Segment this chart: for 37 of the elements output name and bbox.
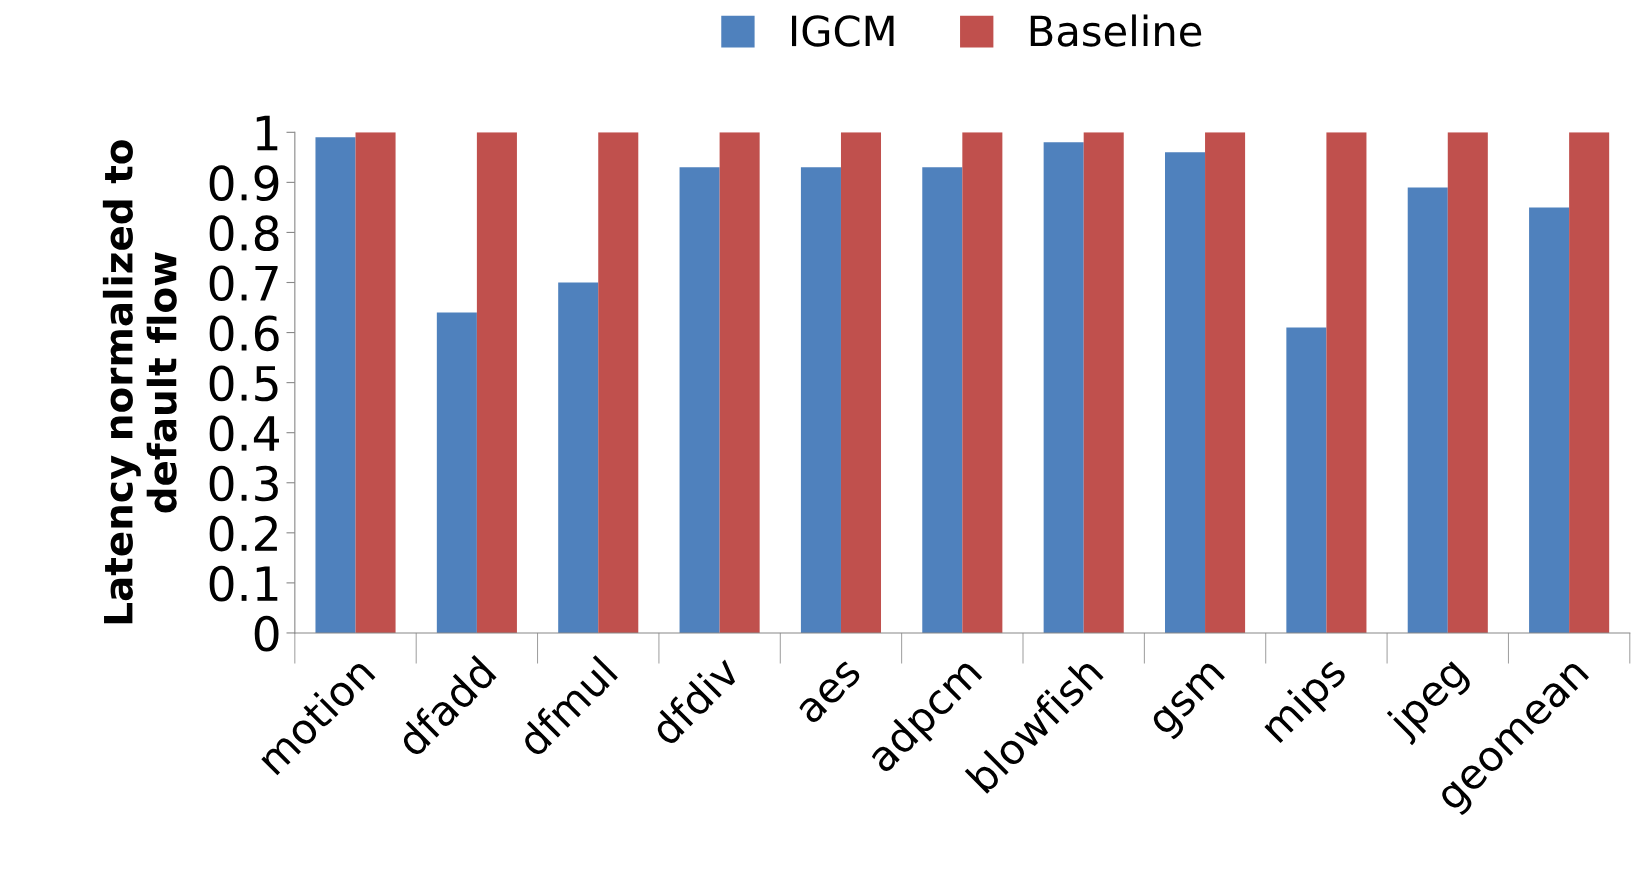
bar <box>476 132 517 633</box>
y-tick-label: 0.5 <box>209 365 278 402</box>
bar <box>679 167 720 633</box>
y-tick-label: 0.9 <box>209 165 279 201</box>
y-tick-label: 0 <box>254 615 279 652</box>
bar <box>922 167 963 633</box>
legend-label: IGCM <box>792 15 894 47</box>
bar <box>1286 327 1327 633</box>
bar <box>1205 132 1246 633</box>
y-tick-label: 0.2 <box>209 515 277 552</box>
bar <box>436 312 477 633</box>
y-tick-label: 0.3 <box>209 465 278 502</box>
y-tick-label: 0.7 <box>209 265 278 302</box>
bar <box>962 132 1003 633</box>
bar <box>1326 132 1367 633</box>
bar <box>558 282 599 633</box>
bar <box>598 132 639 633</box>
bar <box>1569 132 1610 633</box>
y-tick-label: 0.1 <box>209 565 278 602</box>
bar <box>1407 187 1448 633</box>
bar <box>1043 142 1084 633</box>
y-tick-label: 1 <box>256 115 278 151</box>
legend-label: Baseline <box>1030 14 1202 47</box>
x-tick-label: aes <box>797 659 863 725</box>
bar <box>1529 207 1570 633</box>
bar <box>1447 132 1488 633</box>
y-tick-label: 0.6 <box>209 315 279 352</box>
y-tick-label: 0.8 <box>209 215 279 252</box>
bar <box>355 132 396 633</box>
bar <box>840 132 882 633</box>
bar <box>800 167 841 633</box>
y-tick-label: 0.4 <box>209 415 279 452</box>
bar <box>1165 152 1206 633</box>
y-axis-title: Latency normalized to default flow <box>102 140 177 624</box>
bar <box>719 132 760 633</box>
bar <box>315 137 356 633</box>
bar <box>1083 132 1124 633</box>
